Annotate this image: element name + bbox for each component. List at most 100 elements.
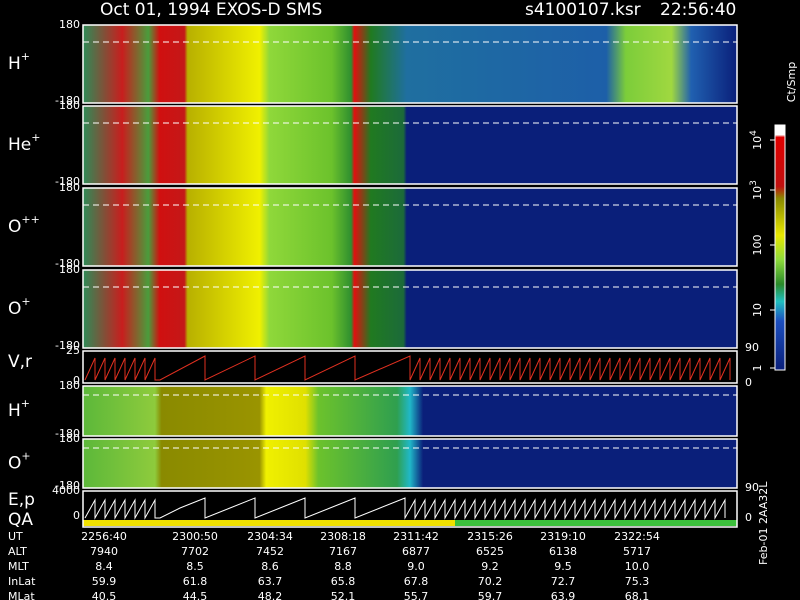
spectrogram	[83, 439, 737, 488]
axis-bottom-label: -180	[55, 175, 80, 188]
axis-top-label: 25	[66, 344, 80, 357]
cell: 6525	[476, 545, 504, 558]
qa-bar	[83, 520, 455, 526]
colorbar-unit: Ct/Smp	[785, 62, 798, 102]
species: H	[8, 54, 21, 74]
qa-label: QA	[8, 510, 33, 530]
exponent: 3	[749, 180, 759, 186]
spectrogram	[83, 188, 737, 266]
panel-label: O+	[8, 295, 31, 319]
cell: 10.0	[625, 560, 650, 573]
cell: 52.1	[331, 590, 356, 600]
species: E,p	[8, 490, 35, 510]
spectrograms	[82, 24, 738, 528]
charge: +	[21, 295, 30, 308]
colorbar-tick-label: 104	[749, 130, 765, 150]
panel-label: H+	[8, 397, 30, 421]
species: He	[8, 135, 31, 155]
cell: 67.8	[404, 575, 429, 588]
time: 22:56:40	[660, 0, 736, 20]
species: H	[8, 401, 21, 421]
axis-top-label: 180	[59, 263, 80, 276]
cell: 75.3	[625, 575, 650, 588]
footer: Feb-01 2AA32L	[757, 481, 770, 565]
cell: 7452	[256, 545, 284, 558]
base: 1	[751, 365, 764, 372]
axis-bottom-label: -180	[55, 427, 80, 440]
cell: 44.5	[183, 590, 208, 600]
axis-top-label: 4000	[52, 484, 80, 497]
base: 10	[751, 136, 764, 150]
axis-bottom-label: 0	[73, 509, 80, 522]
cell: 8.6	[261, 560, 279, 573]
cell: 2256:40	[81, 530, 127, 543]
cell: 2300:50	[172, 530, 218, 543]
panel-label: H+	[8, 50, 30, 74]
panel-label: E,p	[8, 490, 35, 510]
cell: 6877	[402, 545, 430, 558]
cell: 8.8	[334, 560, 352, 573]
colorbar-tick-label: 10	[751, 303, 764, 317]
title: Oct 01, 1994 EXOS-D SMS	[100, 0, 322, 20]
cell: 68.1	[625, 590, 650, 600]
charge: +	[31, 131, 40, 144]
axis-bottom-label: -180	[55, 94, 80, 107]
base: 10	[751, 303, 764, 317]
cell: 2315:26	[467, 530, 513, 543]
cell: 2304:34	[247, 530, 293, 543]
species: V,r	[8, 352, 32, 372]
row-label: UT	[8, 530, 23, 543]
panel-label: He+	[8, 131, 40, 155]
species: O	[8, 454, 21, 474]
axis-top-label: 180	[59, 432, 80, 445]
cell: 63.7	[258, 575, 283, 588]
axis-bottom-label: -180	[55, 479, 80, 492]
cell: 8.5	[186, 560, 204, 573]
colorbar	[774, 124, 786, 371]
colorbar-tick-label: 100	[751, 235, 764, 256]
colorbar-tick-label: 1	[751, 365, 764, 372]
cell: 48.2	[258, 590, 283, 600]
qa-bar	[455, 520, 737, 526]
cell: 2311:42	[393, 530, 439, 543]
panel-label: O+	[8, 450, 31, 474]
spectrogram	[83, 25, 737, 103]
row-label: MLat	[8, 590, 35, 600]
cell: 2322:54	[614, 530, 660, 543]
exponent: 4	[749, 130, 759, 136]
cell: 72.7	[551, 575, 576, 588]
cell: 70.2	[478, 575, 503, 588]
row-label: ALT	[8, 545, 27, 558]
row-label: MLT	[8, 560, 29, 573]
panel-label: V,r	[8, 352, 32, 372]
charge: ++	[21, 213, 39, 226]
colorbar-tick-label: 103	[749, 180, 765, 200]
axis-top-label: 180	[59, 99, 80, 112]
cell: 55.7	[404, 590, 429, 600]
spectrogram	[83, 270, 737, 348]
cell: 8.4	[95, 560, 113, 573]
spectrogram	[83, 106, 737, 184]
base: 10	[751, 186, 764, 200]
axis-right-label: 90	[745, 341, 759, 354]
cell: 59.7	[478, 590, 503, 600]
cell: 2319:10	[540, 530, 586, 543]
cell: 59.9	[92, 575, 117, 588]
axis-right-label: 90	[745, 481, 759, 494]
charge: +	[21, 397, 30, 410]
cell: 9.5	[554, 560, 572, 573]
file-name: s4100107.ksr	[525, 0, 641, 20]
axis-right-label: 0	[745, 376, 752, 389]
charge: +	[21, 450, 30, 463]
cell: 6138	[549, 545, 577, 558]
cell: 63.9	[551, 590, 576, 600]
spectrogram	[83, 386, 737, 436]
axis-bottom-label: -180	[55, 339, 80, 352]
cell: 5717	[623, 545, 651, 558]
cell: 40.5	[92, 590, 117, 600]
cell: 7702	[181, 545, 209, 558]
cell: 7167	[329, 545, 357, 558]
cell: 9.2	[481, 560, 499, 573]
axis-top-label: 180	[59, 379, 80, 392]
